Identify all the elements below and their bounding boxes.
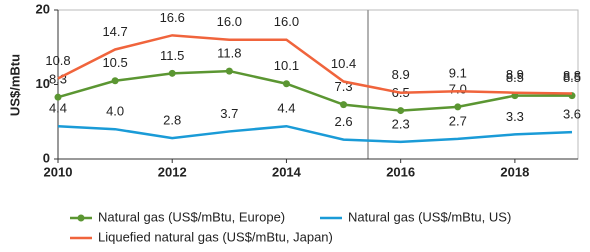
y-tick-label: 20 (36, 1, 50, 16)
data-label: 7.0 (449, 81, 467, 96)
point (397, 107, 405, 115)
data-label: 8.3 (49, 72, 67, 87)
x-tick-label: 2014 (272, 164, 302, 179)
x-tick-label: 2016 (386, 164, 415, 179)
data-label: 2.3 (392, 116, 410, 131)
data-label: 2.8 (163, 113, 181, 128)
data-label: 3.7 (220, 106, 238, 121)
data-label: 2.7 (449, 113, 467, 128)
data-label: 4.4 (49, 101, 67, 116)
x-tick-label: 2010 (44, 164, 73, 179)
y-tick-label: 10 (36, 76, 50, 91)
data-label: 16.0 (217, 14, 242, 29)
data-label: 10.4 (331, 56, 356, 71)
legend-label: Natural gas (US$/mBtu, US) (348, 209, 511, 224)
data-label: 10.1 (274, 58, 299, 73)
data-label: 16.6 (160, 10, 185, 25)
legend-marker (77, 214, 85, 222)
point (54, 93, 62, 101)
legend-label: Natural gas (US$/mBtu, Europe) (98, 209, 285, 224)
data-label: 10.5 (102, 55, 127, 70)
y-tick-label: 0 (43, 150, 50, 165)
series-line (57, 124, 573, 144)
data-label: 8.5 (506, 70, 524, 85)
point (454, 103, 462, 111)
data-label: 8.9 (506, 67, 524, 82)
data-label: 14.7 (102, 24, 127, 39)
series-line (57, 34, 573, 95)
data-label: 9.1 (449, 66, 467, 81)
point (282, 80, 290, 88)
data-label: 3.6 (563, 107, 581, 122)
data-label: 2.6 (335, 114, 353, 129)
point (340, 101, 348, 109)
x-tick-label: 2018 (500, 164, 529, 179)
data-label: 8.5 (563, 70, 581, 85)
point (111, 77, 119, 85)
data-label: 3.3 (506, 109, 524, 124)
y-axis-label: US$/mBtu (7, 54, 22, 116)
data-label: 11.5 (160, 48, 184, 63)
data-label: 10.8 (45, 53, 70, 68)
data-label: 11.8 (217, 46, 241, 61)
point (225, 67, 233, 75)
data-label: 4.0 (106, 104, 124, 119)
data-label: 8.9 (392, 67, 410, 82)
point (168, 69, 176, 77)
x-tick-label: 2012 (158, 164, 187, 179)
legend-label: Liquefied natural gas (US$/mBtu, Japan) (98, 229, 333, 244)
series-line (57, 69, 572, 112)
data-label: 4.4 (277, 101, 295, 116)
data-label: 16.0 (274, 14, 299, 29)
data-label: 8.8 (563, 68, 581, 83)
